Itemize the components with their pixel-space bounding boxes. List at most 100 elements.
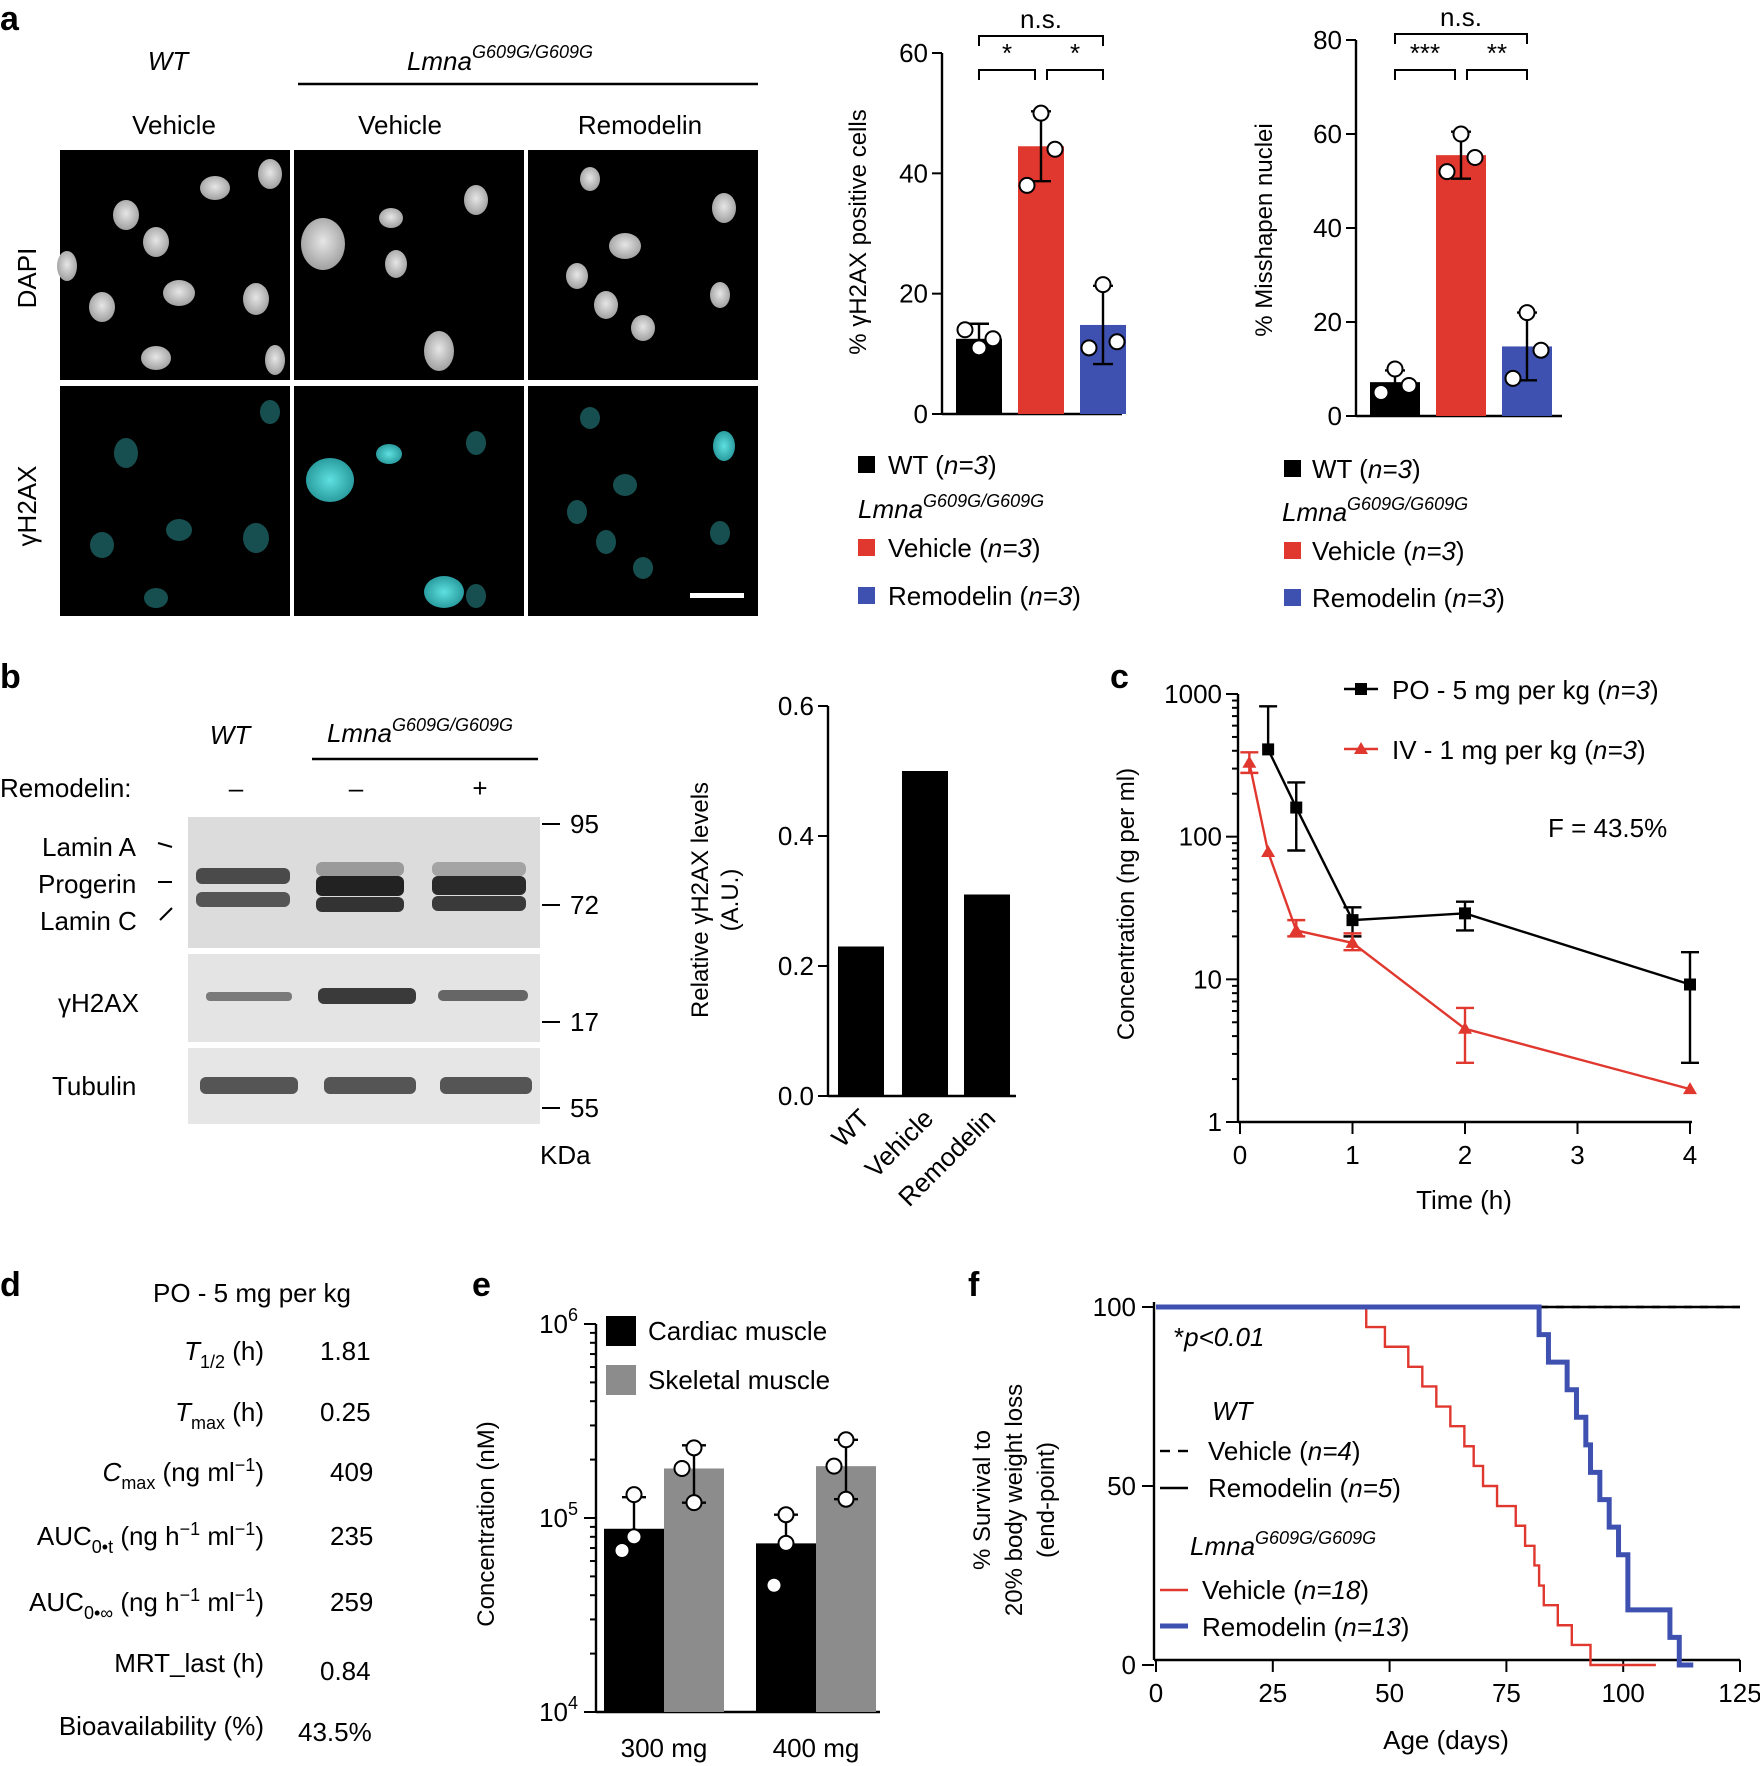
data-point <box>837 1431 855 1449</box>
y-tick-label: 50 <box>1107 1471 1136 1501</box>
survival-curve-lmna-remodelin <box>1156 1304 1694 1668</box>
western-blot: WT LmnaG609G/G609G Remodelin: – – + Lami… <box>0 715 599 1170</box>
legend-f-lm-vehicle: Vehicle (n=18) <box>1202 1575 1369 1605</box>
x-tick-label: 100 <box>1602 1678 1645 1708</box>
table-d-row-tmax-value: 0.25 <box>320 1397 371 1427</box>
data-point <box>685 1439 703 1457</box>
legend-a1-lmna: LmnaG609G/G609G <box>858 491 1044 524</box>
x-tick-label: WT <box>825 1103 875 1153</box>
band-lamina-wt <box>196 868 290 884</box>
data-point <box>685 1494 703 1512</box>
f-ylabel2: 20% body weight loss <box>1001 1384 1028 1616</box>
legend-f-wt-remodelin: Remodelin (n=5) <box>1208 1473 1401 1503</box>
a1-ylabel: % γH2AX positive cells <box>845 109 872 354</box>
legend-a1-vehicle-swatch <box>858 539 875 556</box>
blot-sign-vehicle: – <box>349 773 364 803</box>
legend-a1-vehicle: Vehicle (n=3) <box>888 533 1041 563</box>
blot-col-wt: WT <box>210 720 253 750</box>
y-tick-label: 0.6 <box>778 691 814 721</box>
pk-table: PO - 5 mg per kg T1/2 (h) 1.81 Tmax (h) … <box>29 1278 373 1747</box>
panel-label-c: c <box>1110 658 1129 696</box>
x-tick-label: 1 <box>1345 1140 1359 1170</box>
data-point <box>1108 333 1126 351</box>
c-ylabel: Concentration (ng per ml) <box>1113 768 1140 1040</box>
y-tick-label: 60 <box>1313 119 1342 149</box>
significance-bracket <box>978 69 1036 80</box>
y-tick-label: 0 <box>1328 401 1342 431</box>
micro-col-lmna: LmnaG609G/G609G <box>407 42 593 76</box>
x-tick-label: 75 <box>1492 1678 1521 1708</box>
data-point <box>956 321 974 339</box>
legend-c-po-marker <box>1355 683 1367 695</box>
marker-square <box>1262 743 1275 756</box>
y-tick-label: 104 <box>539 1693 578 1727</box>
table-d-row-t-half-label: T1/2 (h) <box>184 1336 264 1372</box>
legend-a1-wt: WT (n=3) <box>888 450 997 480</box>
band-tubulin-vehicle <box>324 1077 416 1094</box>
y-tick-label: 1 <box>1208 1107 1222 1137</box>
blot-label-tubulin: Tubulin <box>52 1071 136 1101</box>
legend-a2-lmna: LmnaG609G/G609G <box>1282 494 1468 527</box>
gh2ax-foci-bright <box>306 431 735 608</box>
blot-sign-remodelin: + <box>472 773 487 803</box>
y-tick-label: 1000 <box>1164 679 1222 709</box>
legend-e-cardiac-swatch <box>606 1316 636 1346</box>
significance-label: * <box>1070 38 1080 68</box>
data-point <box>837 1490 855 1508</box>
table-d-row-t-half-value: 1.81 <box>320 1336 371 1366</box>
panel-label-b: b <box>0 658 21 696</box>
legend-a1-wt-swatch <box>858 456 875 473</box>
table-d-row-auct-label: AUC0•t (ng h−1 ml−1) <box>37 1519 264 1557</box>
data-point <box>1452 125 1470 143</box>
series-line-po <box>1267 748 1691 986</box>
significance-label: *** <box>1410 38 1440 68</box>
chart-e: Concentration (nM) Cardiac muscle Skelet… <box>473 1305 880 1763</box>
band-laminc-remodelin <box>432 896 526 911</box>
significance-bracket <box>1046 69 1104 80</box>
micro-dapi-remodelin <box>528 150 758 380</box>
data-point <box>1372 384 1390 401</box>
data-point <box>613 1541 631 1559</box>
legend-a1-remodelin-swatch <box>858 587 875 604</box>
x-tick-label: 0 <box>1233 1140 1247 1170</box>
data-point <box>1532 341 1550 359</box>
band-tubulin-remodelin <box>440 1077 532 1094</box>
legend-a2-wt: WT (n=3) <box>1312 454 1421 484</box>
legend-e-skeletal-swatch <box>606 1365 636 1395</box>
band-gh2ax-wt <box>206 992 292 1001</box>
c-xlabel: Time (h) <box>1416 1185 1512 1215</box>
band-lamina-vehicle <box>316 862 404 876</box>
marker-square <box>1459 907 1471 920</box>
blot-tick-lamina <box>157 842 173 848</box>
table-d-row-aucinf-value: 259 <box>330 1587 373 1617</box>
e-ylabel: Concentration (nM) <box>473 1421 500 1626</box>
significance-label: * <box>1002 38 1012 68</box>
x-tick-label: 400 mg <box>773 1733 860 1763</box>
blot-col-lmna: LmnaG609G/G609G <box>327 715 513 748</box>
marker-triangle <box>1345 935 1360 948</box>
data-point <box>673 1459 691 1477</box>
legend-a2-wt-swatch <box>1284 460 1301 477</box>
legend-a2-vehicle-swatch <box>1284 542 1301 559</box>
data-point <box>777 1506 795 1524</box>
data-point <box>1032 104 1050 122</box>
legend-f-lmna: LmnaG609G/G609G <box>1190 1528 1376 1561</box>
data-point <box>625 1486 643 1504</box>
table-d-row-aucinf-label: AUC0•∞ (ng h−1 ml−1) <box>29 1585 264 1623</box>
x-tick-label: 4 <box>1683 1140 1697 1170</box>
bar-wt <box>838 946 884 1096</box>
blot-sign-wt: – <box>229 773 244 803</box>
legend-e-cardiac: Cardiac muscle <box>648 1316 827 1346</box>
y-tick-label: 100 <box>1093 1292 1136 1322</box>
band-gh2ax-remodelin <box>438 990 528 1001</box>
band-lamina-remodelin <box>432 862 526 876</box>
marker-triangle <box>1261 845 1276 858</box>
y-tick-label: 80 <box>1313 25 1342 55</box>
data-point <box>1504 369 1522 387</box>
chart-c: Concentration (ng per ml) Time (h) PO - … <box>1113 675 1699 1215</box>
data-point <box>1518 304 1536 322</box>
c-f-value: F = 43.5% <box>1548 813 1667 843</box>
x-tick-label: 3 <box>1570 1140 1584 1170</box>
table-d-row-mrt-value: 0.84 <box>320 1656 371 1686</box>
